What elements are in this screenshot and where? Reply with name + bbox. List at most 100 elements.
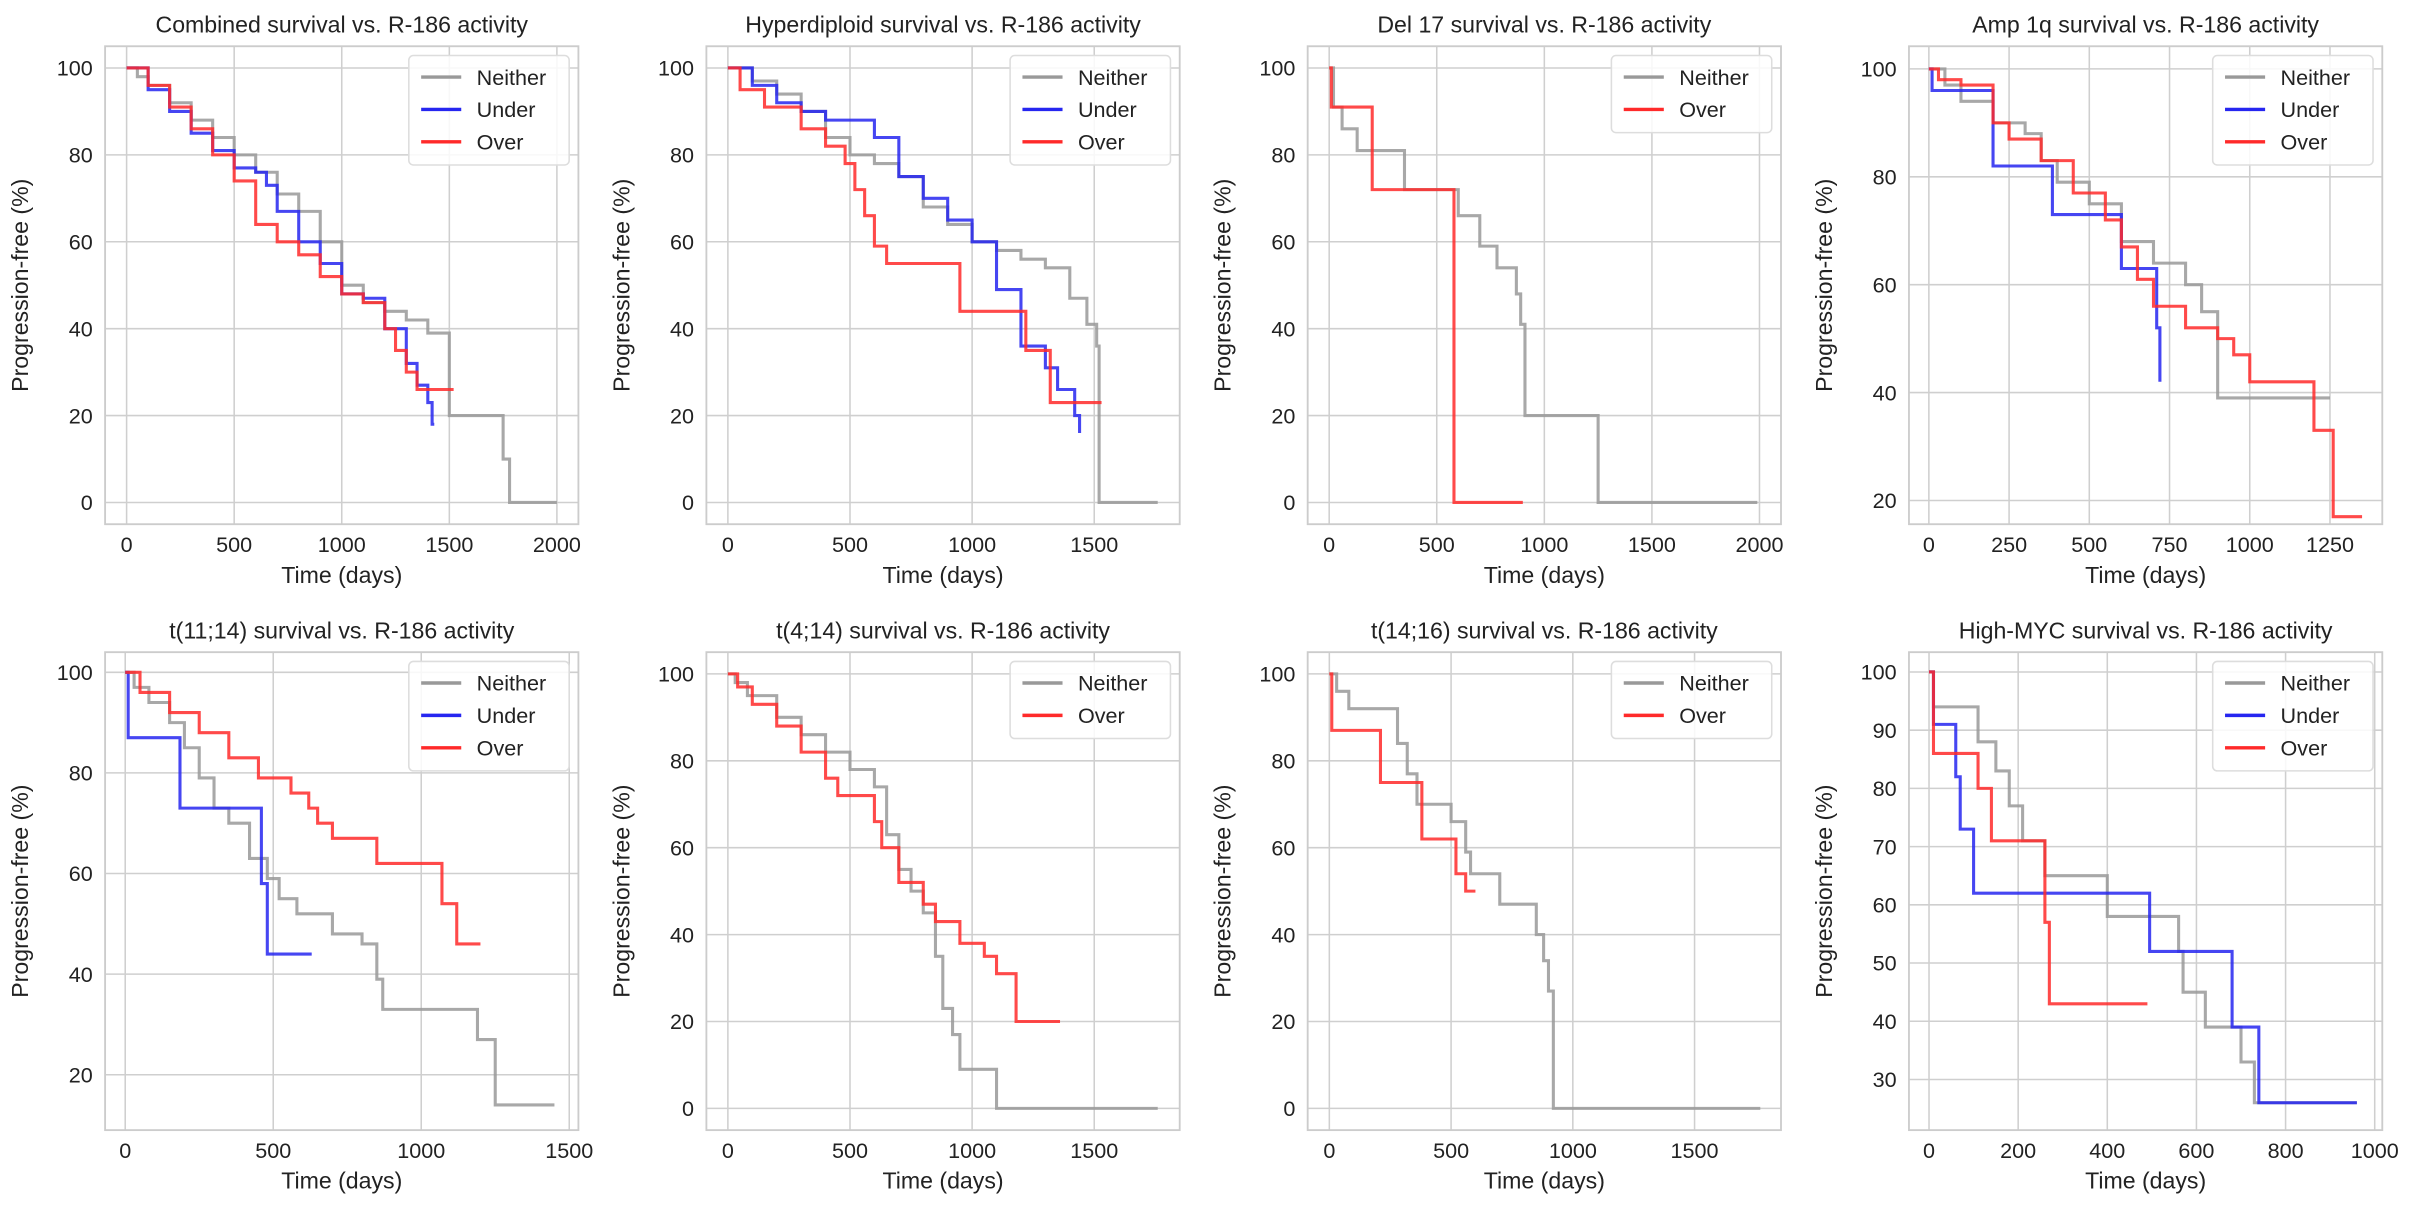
y-tick-label: 20: [69, 403, 93, 428]
y-tick-label: 100: [1861, 57, 1897, 82]
legend-label: Neither: [2281, 65, 2351, 90]
legend-box: [1610, 54, 1773, 134]
legend-label: Over: [1679, 703, 1726, 728]
y-tick-label: 0: [682, 490, 694, 515]
survival-line: [1928, 67, 2363, 519]
y-tick-label: 60: [69, 861, 93, 886]
legend-box: [1009, 54, 1172, 166]
y-tick-label: 100: [1861, 660, 1897, 685]
y-tick-label: 100: [1259, 662, 1295, 687]
y-tick-label: 40: [1873, 1009, 1897, 1034]
y-tick-label: 20: [69, 1062, 93, 1087]
x-tick-label: 500: [216, 532, 252, 557]
axes-frame: [1908, 651, 2384, 1132]
legend-box: [408, 54, 570, 166]
y-tick-label: 80: [670, 749, 694, 774]
x-tick-label: 1000: [397, 1138, 445, 1163]
y-tick-label: 20: [670, 403, 694, 428]
legend-label: Over: [1679, 97, 1726, 122]
y-tick-label: 60: [69, 229, 93, 254]
legend-box: [1009, 660, 1172, 740]
y-tick-label: 80: [670, 143, 694, 168]
y-axis-label: Progression-free (%): [1210, 179, 1236, 392]
axes-frame: [104, 45, 580, 526]
y-tick-label: 40: [1873, 380, 1897, 405]
x-tick-label: 0: [1323, 532, 1335, 557]
x-tick-label: 2000: [533, 532, 581, 557]
y-tick-label: 80: [1873, 776, 1897, 801]
x-tick-label: 1500: [1671, 1138, 1719, 1163]
x-tick-label: 1000: [2226, 532, 2274, 557]
x-tick-label: 600: [2178, 1138, 2214, 1163]
x-tick-label: 2000: [1735, 532, 1783, 557]
y-tick-label: 0: [682, 1096, 694, 1121]
y-tick-label: 20: [1271, 403, 1295, 428]
x-tick-label: 250: [1991, 532, 2027, 557]
x-tick-label: 400: [2089, 1138, 2125, 1163]
survival-line: [727, 66, 1102, 405]
x-tick-label: 750: [2152, 532, 2188, 557]
survival-line: [125, 670, 481, 946]
x-tick-label: 1500: [425, 532, 473, 557]
y-tick-label: 60: [670, 229, 694, 254]
survival-line: [126, 66, 454, 392]
lines: [1929, 670, 2357, 1105]
legend-label: Under: [477, 703, 536, 728]
x-tick-label: 0: [1323, 1138, 1335, 1163]
legend-label: Over: [2281, 735, 2328, 760]
chart-title: High-MYC survival vs. R-186 activity: [1959, 617, 2333, 643]
x-tick-label: 800: [2268, 1138, 2304, 1163]
y-tick-label: 80: [1271, 143, 1295, 168]
axes-frame: [104, 651, 580, 1132]
survival-line: [727, 672, 1061, 1024]
legend-box: [2211, 54, 2374, 166]
x-tick-label: 500: [832, 1138, 868, 1163]
survival-line: [727, 66, 1082, 433]
y-tick-label: 20: [1873, 488, 1897, 513]
legend-label: Neither: [1078, 671, 1148, 696]
lines: [1329, 66, 1758, 505]
chart-title: t(11;14) survival vs. R-186 activity: [169, 617, 514, 643]
x-tick-label: 0: [1923, 1138, 1935, 1163]
y-tick-label: 0: [1283, 1096, 1295, 1121]
x-tick-label: 200: [2000, 1138, 2036, 1163]
y-tick-label: 60: [1873, 893, 1897, 918]
y-tick-label: 100: [658, 56, 694, 81]
y-axis-label: Progression-free (%): [608, 785, 634, 998]
axes-frame: [705, 45, 1181, 526]
x-tick-label: 500: [2071, 532, 2107, 557]
chart-title: Hyperdiploid survival vs. R-186 activity: [745, 11, 1141, 37]
legend-label: Over: [477, 130, 524, 155]
y-tick-label: 80: [1271, 749, 1295, 774]
y-tick-label: 0: [1283, 490, 1295, 515]
x-axis-label: Time (days): [1484, 562, 1605, 588]
legend-label: Over: [1078, 130, 1125, 155]
x-tick-label: 0: [722, 532, 734, 557]
y-tick-label: 40: [670, 922, 694, 947]
survival-line: [1329, 672, 1476, 893]
y-tick-label: 60: [1271, 229, 1295, 254]
y-axis-label: Progression-free (%): [7, 179, 33, 392]
survival-line: [126, 66, 557, 505]
y-axis-label: Progression-free (%): [7, 785, 33, 998]
chart-title: Amp 1q survival vs. R-186 activity: [1972, 11, 2319, 37]
y-axis-label: Progression-free (%): [1210, 785, 1236, 998]
survival-line: [1928, 67, 2162, 382]
y-tick-label: 50: [1873, 951, 1897, 976]
y-tick-label: 70: [1873, 834, 1897, 859]
x-tick-label: 500: [1433, 1138, 1469, 1163]
y-tick-label: 40: [69, 962, 93, 987]
y-tick-label: 0: [81, 490, 93, 515]
lines: [125, 670, 555, 1107]
survival-line: [1929, 670, 2148, 1006]
y-tick-label: 60: [1271, 835, 1295, 860]
x-tick-label: 500: [832, 532, 868, 557]
legend-box: [1610, 660, 1773, 740]
y-axis-label: Progression-free (%): [608, 179, 634, 392]
x-tick-label: 1000: [318, 532, 366, 557]
y-axis-label: Progression-free (%): [1811, 785, 1837, 998]
